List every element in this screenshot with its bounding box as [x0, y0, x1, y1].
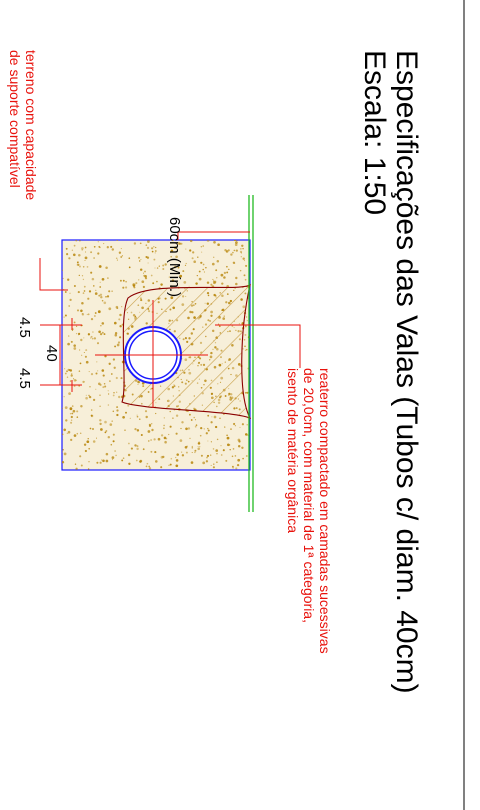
pipe-centerlines: [95, 300, 208, 408]
soil-note-line-2: de suporte compatível: [7, 50, 23, 188]
drawing-title: Especificações das Valas (Tubos c/ diam.…: [358, 50, 423, 702]
soil-note-line-1: terreno com capacidade: [23, 50, 39, 200]
backfill-note: reaterro compactado em camadas sucessiva…: [285, 368, 333, 657]
soil-note-leader: [39, 258, 68, 291]
backfill-note-line-1: reaterro compactado em camadas sucessiva…: [317, 368, 333, 654]
backfill-zone: [121, 283, 252, 420]
width-dimension-leader: [177, 231, 250, 240]
dim-center-label: 40: [43, 345, 60, 362]
backfill-note-leader: [215, 324, 301, 368]
backfill-note-line-2: de 20,0cm, com material de 1ª categoria,: [301, 368, 317, 623]
title-line-2: Escala: 1:50: [358, 50, 391, 215]
dim-right-label: 4.5: [16, 368, 33, 389]
dim-left-label: 4.5: [16, 317, 33, 338]
backfill-note-line-3: isento de matéria orgânica: [285, 368, 301, 533]
width-label: 60cm (Mín.): [166, 217, 183, 297]
title-line-1: Especificações das Valas (Tubos c/ diam.…: [390, 50, 423, 694]
soil-note: terreno com capacidade de suporte compat…: [7, 50, 39, 204]
ground-line: [248, 195, 254, 512]
clearance-dimension-lines: [40, 318, 82, 392]
